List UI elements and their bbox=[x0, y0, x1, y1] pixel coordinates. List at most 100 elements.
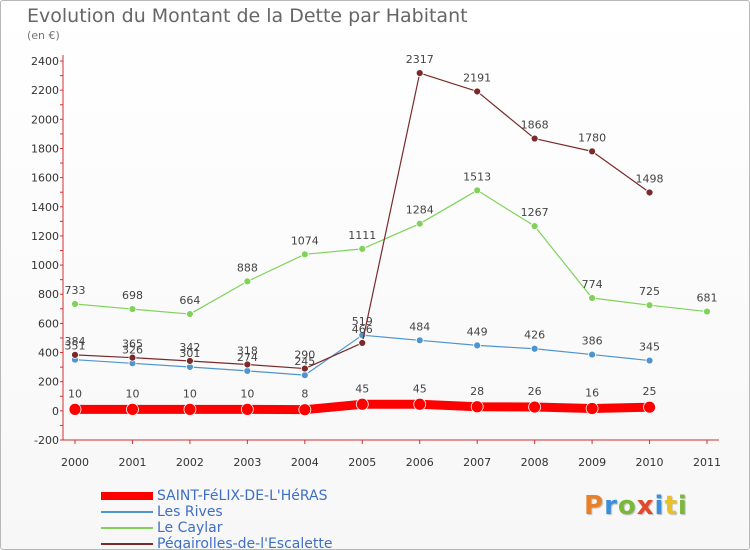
series-group: 384 365 342 318 290 466 2317 2191 1868 1780 1498 bbox=[65, 53, 664, 373]
data-label: 345 bbox=[639, 341, 660, 354]
proxiti-logo: Proxiti bbox=[584, 491, 688, 521]
data-label: 301 bbox=[179, 347, 200, 360]
data-label: 2191 bbox=[463, 71, 491, 84]
data-point bbox=[473, 341, 482, 350]
series-group: 733 698 664 888 1074 1111 1284 1513 1267 774 725 68… bbox=[65, 170, 718, 318]
data-point bbox=[470, 400, 484, 414]
y-tick-label: 200 bbox=[38, 376, 59, 389]
chart-legend: SAINT-FéLIX-DE-L'HéRAS Les Rives Le Caylar… bbox=[101, 488, 333, 550]
data-label: 2317 bbox=[406, 53, 434, 66]
y-tick-label: 600 bbox=[38, 317, 59, 330]
data-point bbox=[358, 339, 367, 347]
data-point bbox=[415, 336, 424, 345]
data-point bbox=[588, 147, 596, 156]
x-tick-label: 2011 bbox=[693, 456, 721, 469]
data-point bbox=[300, 371, 309, 380]
y-tick-label: 0 bbox=[52, 405, 59, 418]
data-label: 384 bbox=[65, 335, 86, 348]
data-label: 342 bbox=[179, 341, 200, 354]
data-label: 774 bbox=[582, 278, 603, 291]
data-point bbox=[645, 356, 654, 365]
data-label: 1074 bbox=[291, 234, 319, 247]
data-label: 1780 bbox=[578, 131, 606, 144]
data-label: 10 bbox=[240, 387, 254, 400]
legend-item: Le Caylar bbox=[101, 520, 332, 536]
data-label: 1868 bbox=[521, 119, 549, 132]
data-point bbox=[703, 307, 711, 316]
data-point bbox=[588, 350, 596, 359]
data-point bbox=[355, 397, 369, 411]
legend-swatch bbox=[101, 543, 153, 545]
y-tick-label: -200 bbox=[34, 434, 59, 447]
data-label: 351 bbox=[65, 340, 86, 353]
data-label: 449 bbox=[467, 325, 488, 338]
y-tick-label: 800 bbox=[38, 288, 59, 301]
data-label: 10 bbox=[68, 387, 82, 400]
y-tick-label: 400 bbox=[38, 347, 59, 360]
x-tick-label: 2001 bbox=[118, 456, 146, 469]
data-label: 733 bbox=[65, 284, 86, 297]
y-tick-label: 1800 bbox=[31, 142, 59, 155]
x-tick-label: 2002 bbox=[176, 456, 204, 469]
data-point bbox=[186, 310, 194, 318]
data-label: 26 bbox=[528, 385, 542, 398]
chart-subtitle: (en €) bbox=[27, 29, 60, 42]
x-tick-label: 2003 bbox=[233, 456, 261, 469]
data-point bbox=[300, 250, 309, 259]
data-label: 10 bbox=[183, 387, 197, 400]
data-point bbox=[126, 402, 139, 416]
data-label: 245 bbox=[294, 355, 315, 368]
series-group: 10 10 10 10 8 45 45 28 26 16 25 bbox=[68, 382, 657, 417]
data-label: 1284 bbox=[406, 204, 434, 217]
data-point bbox=[243, 360, 252, 369]
legend-item: Les Rives bbox=[101, 504, 332, 520]
data-label: 326 bbox=[122, 343, 143, 356]
data-label: 8 bbox=[301, 388, 308, 401]
data-label: 45 bbox=[413, 382, 427, 395]
data-point bbox=[71, 350, 79, 359]
x-tick-label: 2000 bbox=[61, 456, 89, 469]
data-point bbox=[358, 244, 367, 253]
x-tick-label: 2005 bbox=[348, 456, 376, 469]
y-tick-label: 2200 bbox=[31, 84, 59, 97]
data-label: 16 bbox=[585, 387, 599, 400]
x-tick-label: 2009 bbox=[578, 456, 606, 469]
legend-label: Le Caylar bbox=[157, 520, 223, 536]
data-point bbox=[128, 353, 137, 362]
legend-item: Pégairolles-de-l'Escalette bbox=[101, 536, 333, 550]
data-label: 318 bbox=[237, 344, 258, 357]
data-point bbox=[473, 87, 482, 96]
legend-label: Pégairolles-de-l'Escalette bbox=[157, 536, 333, 550]
data-label: 888 bbox=[237, 261, 258, 274]
data-label: 698 bbox=[122, 289, 143, 302]
data-label: 10 bbox=[125, 387, 139, 400]
data-point bbox=[243, 367, 252, 375]
data-label: 681 bbox=[697, 292, 718, 305]
data-label: 28 bbox=[470, 385, 484, 398]
data-point bbox=[643, 400, 656, 414]
data-point bbox=[68, 402, 82, 416]
legend-swatch bbox=[101, 511, 153, 513]
data-point bbox=[298, 403, 312, 417]
data-label: 466 bbox=[352, 323, 373, 336]
data-point bbox=[300, 364, 309, 373]
legend-swatch bbox=[101, 527, 153, 529]
data-point bbox=[243, 277, 252, 286]
data-label: 725 bbox=[639, 285, 660, 298]
x-tick-label: 2010 bbox=[636, 456, 664, 469]
data-point bbox=[71, 300, 79, 308]
data-point bbox=[413, 397, 427, 411]
series-line bbox=[74, 189, 708, 315]
data-label: 386 bbox=[582, 335, 603, 348]
data-label: 1111 bbox=[348, 229, 376, 242]
x-tick-label: 2006 bbox=[406, 456, 434, 469]
data-point bbox=[183, 402, 197, 416]
data-point bbox=[240, 402, 254, 416]
x-tick-label: 2007 bbox=[463, 456, 491, 469]
data-point bbox=[530, 222, 539, 231]
legend-swatch bbox=[101, 492, 153, 500]
chart-title: Evolution du Montant de la Dette par Hab… bbox=[27, 5, 468, 27]
data-point bbox=[645, 188, 654, 197]
